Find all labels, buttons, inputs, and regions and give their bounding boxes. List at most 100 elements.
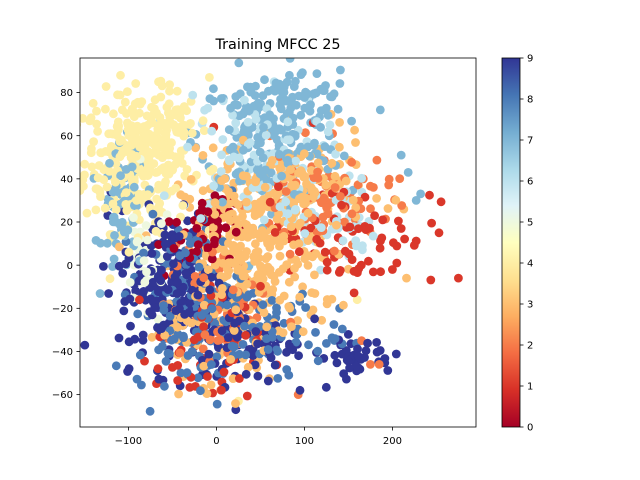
- scatter-point: [88, 98, 98, 108]
- scatter-point: [196, 386, 205, 396]
- scatter-point: [193, 240, 203, 250]
- scatter-point: [363, 338, 372, 348]
- scatter-point: [365, 223, 374, 233]
- scatter-point: [186, 175, 196, 184]
- scatter-point: [290, 272, 300, 282]
- scatter-point: [294, 91, 304, 101]
- scatter-point: [261, 254, 271, 263]
- scatter-point: [126, 321, 135, 331]
- scatter-point: [205, 73, 214, 82]
- scatter-point: [270, 277, 280, 286]
- scatter-point: [285, 303, 295, 313]
- scatter-point: [366, 204, 375, 214]
- scatter-point: [121, 200, 131, 209]
- scatter-point: [335, 142, 344, 152]
- scatter-point: [187, 128, 197, 138]
- scatter-point: [310, 188, 320, 198]
- scatter-point: [242, 391, 252, 401]
- scatter-point: [312, 234, 322, 244]
- scatter-point: [182, 165, 192, 174]
- y-tick-label: −20: [52, 304, 73, 315]
- scatter-point: [272, 214, 282, 224]
- scatter-point: [178, 282, 188, 292]
- colorbar-tick-label: 8: [527, 95, 533, 106]
- scatter-point: [251, 239, 260, 249]
- scatter-point: [228, 285, 238, 295]
- scatter-point: [216, 271, 226, 281]
- scatter-point: [101, 104, 110, 114]
- scatter-point: [376, 267, 385, 277]
- scatter-point: [129, 112, 139, 122]
- x-tick-label: 200: [383, 436, 402, 447]
- scatter-point: [259, 215, 269, 225]
- scatter-point: [335, 118, 344, 127]
- scatter-point: [279, 88, 289, 97]
- scatter-point: [163, 348, 173, 358]
- scatter-point: [125, 294, 135, 304]
- scatter-point: [273, 124, 283, 134]
- y-tick-label: 0: [67, 261, 73, 272]
- scatter-point: [270, 360, 280, 370]
- scatter-point: [156, 92, 166, 102]
- scatter-point: [402, 273, 411, 283]
- scatter-point: [262, 322, 272, 332]
- scatter-point: [133, 236, 142, 246]
- scatter-point: [173, 376, 183, 385]
- scatter-point: [206, 380, 216, 390]
- scatter-point: [147, 249, 157, 258]
- scatter-point: [162, 210, 172, 220]
- scatter-point: [282, 96, 291, 106]
- scatter-point: [99, 262, 108, 271]
- scatter-point: [262, 113, 272, 123]
- scatter-point: [246, 82, 256, 92]
- scatter-point: [133, 97, 143, 107]
- scatter-point: [331, 149, 340, 159]
- scatter-point: [228, 110, 237, 120]
- scatter-point: [306, 100, 315, 109]
- scatter-point: [330, 183, 340, 192]
- scatter-point: [396, 224, 406, 233]
- scatter-point: [123, 87, 132, 96]
- scatter-point: [327, 158, 337, 168]
- scatter-point: [260, 182, 270, 192]
- scatter-point: [383, 366, 393, 375]
- scatter-point: [238, 269, 248, 279]
- scatter-point: [322, 339, 331, 348]
- scatter-point: [337, 324, 347, 334]
- scatter-point: [262, 176, 272, 185]
- colorbar-tick-label: 9: [527, 54, 533, 65]
- scatter-point: [255, 169, 265, 179]
- scatter-point: [197, 198, 207, 208]
- scatter-point: [287, 322, 296, 331]
- scatter-point: [226, 258, 236, 268]
- scatter-point: [172, 217, 182, 227]
- scatter-point: [190, 272, 200, 281]
- scatter-point: [360, 353, 369, 362]
- scatter-point: [335, 79, 345, 88]
- scatter-point: [372, 155, 382, 165]
- scatter-point: [411, 196, 421, 205]
- scatter-point: [372, 338, 381, 347]
- scatter-point: [179, 131, 189, 141]
- scatter-point: [265, 197, 275, 207]
- scatter-point: [243, 362, 253, 372]
- scatter-point: [121, 259, 131, 269]
- scatter-point: [403, 168, 413, 177]
- scatter-point: [291, 76, 300, 86]
- scatter-point: [345, 222, 355, 232]
- scatter-point: [125, 278, 135, 287]
- scatter-point: [275, 202, 285, 212]
- scatter-point: [171, 160, 180, 169]
- scatter-point: [226, 355, 236, 364]
- scatter-point: [316, 265, 326, 275]
- scatter-point: [336, 65, 345, 75]
- scatter-point: [233, 200, 243, 210]
- scatter-point: [111, 361, 121, 371]
- scatter-point: [192, 247, 202, 257]
- scatter-point: [296, 110, 306, 120]
- scatter-point: [231, 92, 241, 101]
- scatter-point: [164, 217, 174, 227]
- scatter-point: [240, 95, 249, 105]
- scatter-point: [345, 363, 354, 373]
- scatter-point: [279, 291, 289, 301]
